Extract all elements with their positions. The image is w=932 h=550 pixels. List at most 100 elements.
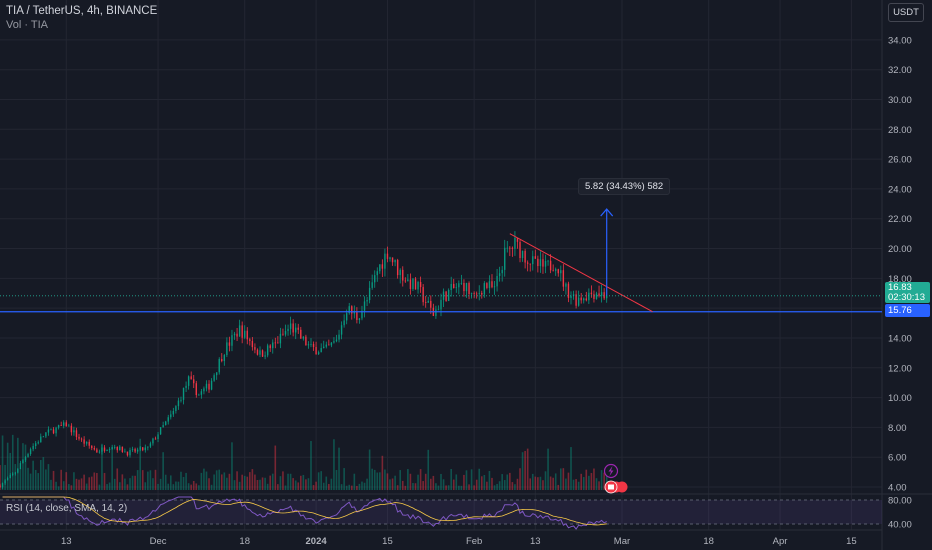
- volume-bar: [582, 477, 585, 490]
- volume-bar: [162, 452, 164, 490]
- measure-arrowhead: [600, 208, 614, 217]
- volume-bar: [401, 480, 404, 490]
- volume-bar: [57, 486, 60, 490]
- candle-body: [52, 429, 55, 434]
- volume-bar: [549, 476, 552, 490]
- volume-bar: [537, 477, 539, 490]
- volume-bar: [129, 478, 131, 490]
- symbol-title[interactable]: TIA / TetherUS, 4h, BINANCE: [6, 5, 158, 17]
- candle-body: [478, 292, 480, 294]
- volume-bar: [605, 468, 608, 490]
- volume-bar: [11, 434, 14, 490]
- volume-bar: [575, 479, 577, 490]
- candle-body: [555, 269, 557, 271]
- candle-body: [164, 421, 167, 426]
- volume-bar: [452, 479, 455, 490]
- candle-body: [42, 436, 45, 438]
- volume-bar: [330, 478, 333, 490]
- time-tick-label: Apr: [773, 536, 788, 547]
- candle-body: [465, 282, 468, 292]
- candle-body: [379, 264, 381, 272]
- volume-bar: [394, 475, 396, 490]
- volume-bar: [29, 473, 32, 490]
- candle-body: [37, 442, 39, 444]
- candle-body: [363, 301, 366, 311]
- candle-body: [213, 375, 215, 381]
- volume-bar: [570, 447, 572, 490]
- candle-body: [287, 328, 289, 332]
- candle-body: [422, 287, 424, 303]
- candle-body: [396, 259, 399, 276]
- volume-bar: [516, 478, 519, 490]
- candle-body: [182, 387, 185, 400]
- candle-body: [317, 352, 320, 355]
- candle-body: [320, 348, 322, 353]
- volume-bar: [198, 485, 200, 490]
- volume-bar: [358, 483, 361, 490]
- volume-bar: [172, 484, 175, 490]
- volume-bar: [417, 474, 419, 490]
- candle-body: [47, 429, 50, 433]
- currency-button[interactable]: USDT: [888, 3, 924, 22]
- candle-body: [142, 447, 144, 451]
- candle-body: [40, 436, 42, 443]
- volume-bar: [356, 485, 358, 490]
- volume-bar: [491, 477, 493, 490]
- candle-body: [96, 449, 98, 453]
- rsi-line: [2, 496, 607, 530]
- candle-body: [12, 473, 14, 475]
- volume-bar: [190, 484, 192, 490]
- volume-bar: [279, 476, 282, 490]
- volume-bar: [6, 442, 9, 490]
- candle-body: [402, 269, 404, 281]
- candle-body: [131, 449, 134, 450]
- candle-body: [577, 297, 580, 306]
- volume-bar: [4, 464, 6, 490]
- candle-body: [539, 259, 542, 267]
- volume-bar: [547, 448, 549, 490]
- volume-bar: [361, 481, 363, 490]
- rsi-legend[interactable]: RSI (14, close, SMA, 14, 2): [6, 503, 128, 514]
- volume-bar: [205, 471, 208, 490]
- volume-bar: [455, 474, 458, 490]
- volume-bar: [458, 485, 460, 490]
- candle-body: [442, 291, 445, 300]
- volume-bar: [483, 474, 486, 490]
- candle-body: [154, 438, 157, 440]
- volume-bar: [34, 469, 37, 490]
- candle-body: [514, 237, 516, 249]
- candle-body: [368, 287, 371, 301]
- volume-bar: [363, 482, 366, 490]
- volume-bar: [450, 468, 452, 490]
- volume-legend[interactable]: Vol · TIA: [6, 19, 48, 31]
- volume-bar: [353, 473, 356, 490]
- calendar-glyph: [608, 484, 614, 490]
- volume-bar: [340, 484, 343, 490]
- volume-bar: [407, 469, 409, 490]
- candle-body: [223, 355, 226, 362]
- volume-bar: [289, 473, 292, 490]
- candle-body: [542, 259, 544, 267]
- candle-body: [119, 446, 121, 451]
- volume-bar: [134, 475, 136, 490]
- volume-bar: [101, 443, 103, 490]
- volume-bar: [310, 441, 312, 490]
- candle-body: [218, 359, 220, 373]
- candle-body: [353, 312, 356, 314]
- candle-body: [366, 300, 368, 302]
- volume-bar: [338, 447, 340, 490]
- candle-body: [481, 292, 483, 295]
- volume-bar: [297, 482, 300, 490]
- volume-bar: [435, 483, 437, 490]
- candle-body: [124, 451, 126, 453]
- candle-body: [504, 247, 506, 270]
- candle-body: [583, 298, 585, 301]
- candle-body: [246, 330, 248, 340]
- candle-body: [233, 333, 236, 336]
- candle-body: [381, 264, 384, 269]
- volume-bar: [598, 481, 600, 490]
- volume-bar: [215, 470, 218, 490]
- candle-body: [203, 388, 205, 392]
- volume-bar: [501, 474, 503, 490]
